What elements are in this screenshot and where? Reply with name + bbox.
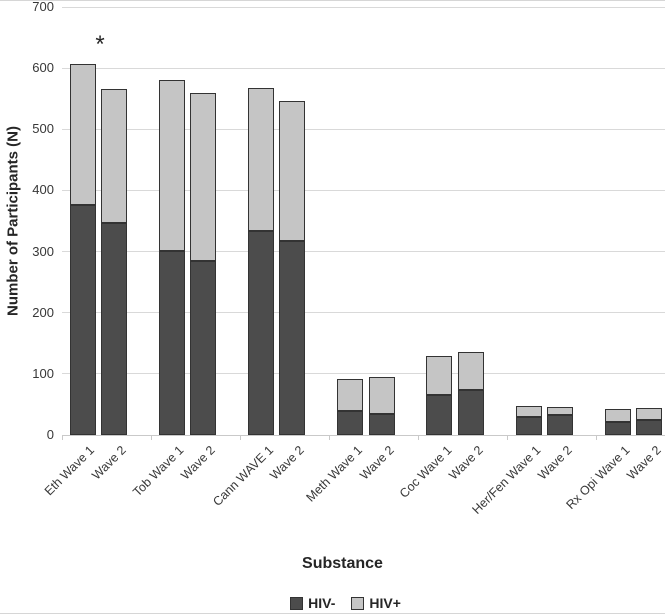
y-axis-title: Number of Participants (N) <box>4 125 22 317</box>
gridline <box>62 251 665 253</box>
bar-segment-hiv-negative <box>426 394 453 435</box>
x-tick <box>595 435 597 440</box>
legend-label-hiv-negative: HIV- <box>308 595 336 611</box>
stacked-bar-eth-wave-1 <box>69 63 96 435</box>
x-tick <box>150 435 152 440</box>
legend-item-hiv-negative: HIV- <box>290 595 335 611</box>
stacked-bar-her-fen-wave-1 <box>515 406 542 435</box>
bar-segment-hiv-positive <box>368 376 395 414</box>
stacked-bar-wave-2 <box>101 88 127 435</box>
bar-segment-hiv-negative <box>636 420 663 435</box>
x-tick-label: Wave 2 <box>267 443 308 483</box>
bar-segment-hiv-positive <box>515 406 542 417</box>
y-tick-label: 500 <box>32 121 54 137</box>
x-axis-title: Substance <box>302 555 383 572</box>
x-tick <box>506 435 508 440</box>
x-tick <box>328 435 330 440</box>
bar-segment-hiv-negative <box>158 250 185 435</box>
x-tick-label: Wave 2 <box>89 443 129 483</box>
gridline <box>62 128 665 130</box>
stacked-bar-wave-2 <box>457 351 484 435</box>
x-tick-label: Eth Wave 1 <box>42 443 98 499</box>
bar-segment-hiv-negative <box>547 414 573 435</box>
hiv-negative-swatch <box>290 596 304 610</box>
y-tick-label: 0 <box>46 427 54 442</box>
x-tick-label: Wave 2 <box>535 443 575 483</box>
bar-segment-hiv-positive <box>426 355 453 395</box>
stacked-bar-wave-2 <box>547 406 573 435</box>
figure-top-border <box>0 0 665 1</box>
x-tick-label: Wave 2 <box>624 443 665 483</box>
bar-segment-hiv-positive <box>247 88 274 232</box>
gridline <box>62 312 665 314</box>
stacked-bar-tob-wave-1 <box>158 80 185 435</box>
bar-segment-hiv-positive <box>547 406 573 415</box>
x-tick <box>417 435 419 440</box>
gridline <box>62 67 665 69</box>
bar-segment-hiv-negative <box>190 261 217 435</box>
stacked-bar-cann-wave-1 <box>247 88 274 435</box>
legend-label-hiv-positive: HIV+ <box>369 595 401 611</box>
legend: HIV- HIV+ <box>0 595 665 611</box>
significance-asterisk: * <box>95 31 105 58</box>
bar-segment-hiv-negative <box>457 390 484 435</box>
bar-segment-hiv-positive <box>279 100 306 241</box>
y-tick-label: 300 <box>32 243 54 259</box>
bar-segment-hiv-negative <box>279 240 306 435</box>
y-tick-label: 600 <box>32 60 54 76</box>
bar-segment-hiv-positive <box>69 63 96 206</box>
stacked-bar-wave-2 <box>190 93 217 435</box>
y-tick-label: 100 <box>32 365 54 381</box>
y-tick-label: 700 <box>32 0 54 14</box>
bar-segment-hiv-negative <box>604 421 631 435</box>
stacked-bar-wave-2 <box>636 408 663 435</box>
x-tick-label: Meth Wave 1 <box>303 443 365 505</box>
bar-segment-hiv-negative <box>101 223 127 435</box>
bar-segment-hiv-positive <box>190 93 217 262</box>
legend-item-hiv-positive: HIV+ <box>351 595 401 611</box>
x-tick-label: Wave 2 <box>446 443 486 483</box>
x-tick <box>239 435 241 440</box>
bar-segment-hiv-negative <box>247 231 274 435</box>
bar-segment-hiv-positive <box>604 409 631 422</box>
bar-segment-hiv-positive <box>158 80 185 251</box>
y-tick-label: 200 <box>32 304 54 320</box>
x-tick-label: Cann WAVE 1 <box>209 443 276 509</box>
figure-bottom-border <box>0 613 665 614</box>
x-axis-line <box>62 434 665 436</box>
bar-segment-hiv-positive <box>636 408 663 421</box>
hiv-positive-swatch <box>351 596 365 610</box>
bar-segment-hiv-negative <box>69 205 96 435</box>
bar-segment-hiv-negative <box>515 416 542 435</box>
bar-segment-hiv-positive <box>101 88 127 224</box>
bar-segment-hiv-negative <box>337 411 364 435</box>
plot-area <box>62 6 665 440</box>
x-tick-label: Wave 2 <box>356 443 397 483</box>
x-tick-label: Wave 2 <box>178 443 219 483</box>
y-tick-label: 400 <box>32 182 54 198</box>
stacked-bar-meth-wave-1 <box>337 379 364 435</box>
gridline <box>62 373 665 375</box>
bar-segment-hiv-negative <box>368 413 395 435</box>
gridline <box>62 189 665 191</box>
stacked-bar-wave-2 <box>368 376 395 435</box>
bar-segment-hiv-positive <box>457 351 484 391</box>
stacked-bar-wave-2 <box>279 100 306 435</box>
stacked-bar-coc-wave-1 <box>426 355 453 435</box>
gridline <box>62 6 665 8</box>
stacked-bar-rx-opi-wave-1 <box>604 409 631 435</box>
x-tick <box>62 435 63 440</box>
bar-segment-hiv-positive <box>337 379 364 412</box>
